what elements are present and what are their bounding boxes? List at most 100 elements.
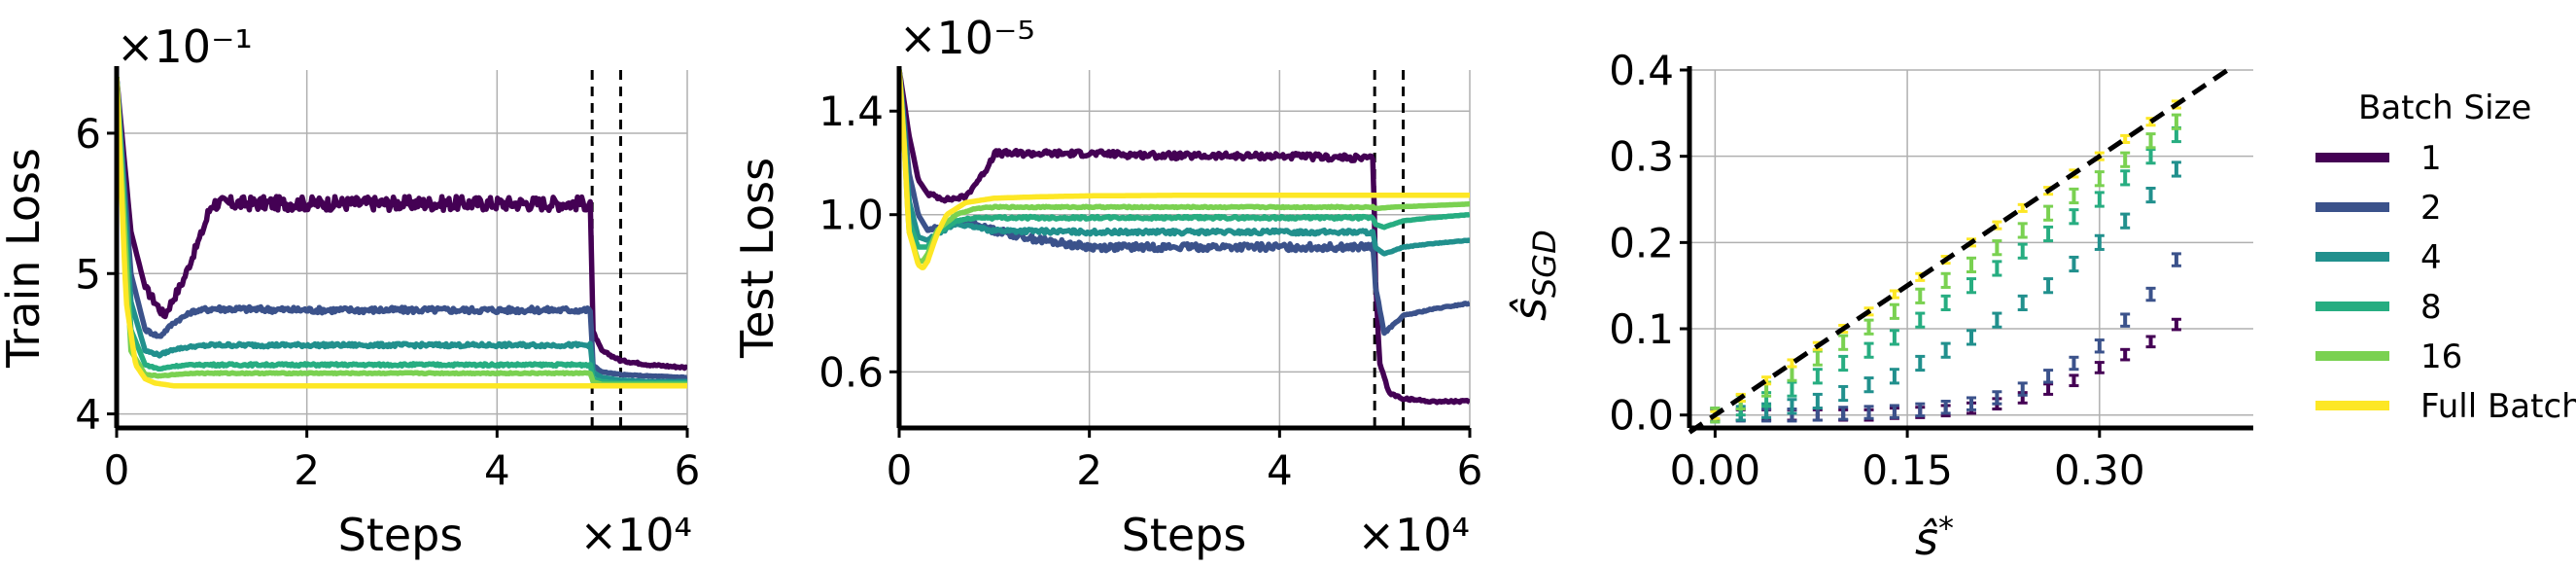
data-point — [1812, 392, 1823, 410]
data-point — [1967, 256, 1976, 273]
data-point — [1940, 400, 1951, 415]
series-line-4 — [899, 69, 1470, 257]
data-point — [1967, 396, 1976, 411]
train-loss-y-multiplier: ×10⁻¹ — [117, 20, 253, 73]
legend-entry: 4 — [2315, 238, 2442, 277]
test-loss-ticks: 0 2 4 6 0.6 1.0 1.4 — [818, 88, 1482, 494]
data-point — [1967, 329, 1976, 346]
x-tick-label: 6 — [675, 446, 701, 494]
train-loss-grid — [116, 70, 688, 428]
y-tick-label: 1.0 — [818, 192, 884, 239]
legend-label: 8 — [2420, 288, 2442, 327]
data-point — [1940, 294, 1951, 312]
data-point — [2069, 255, 2079, 273]
y-tick-label: 1.4 — [818, 88, 884, 135]
x-tick-label: 0 — [104, 446, 130, 494]
data-point — [1940, 341, 1951, 359]
data-point — [1812, 368, 1823, 385]
data-point — [1787, 365, 1797, 382]
data-point — [2171, 160, 2181, 178]
data-point — [2120, 347, 2131, 362]
y-tick-label: 0.3 — [1609, 133, 1674, 181]
data-point — [1863, 341, 1874, 359]
data-point — [1967, 277, 1976, 295]
legend-label: 1 — [2420, 139, 2442, 178]
train-loss-ylabel: Train Loss — [0, 148, 50, 369]
legend-entry: 1 — [2315, 139, 2442, 178]
data-point — [2094, 191, 2105, 208]
y-tick-label: 6 — [75, 110, 101, 158]
legend: Batch Size 1 2 4 8 16 Full Batch — [2315, 89, 2576, 426]
train-loss-xlabel: Steps — [338, 509, 464, 561]
data-point — [2145, 186, 2156, 204]
x-tick-label: 4 — [484, 446, 510, 494]
series-line-full-batch — [117, 77, 687, 389]
data-point — [1889, 302, 1899, 320]
s-sgd-ylabel: ŝSGD — [1504, 230, 1563, 321]
data-point — [1992, 311, 2002, 329]
series-line-16 — [117, 77, 687, 388]
data-point — [2120, 151, 2131, 168]
data-point — [1863, 376, 1874, 394]
test-loss-vlines — [1373, 70, 1406, 428]
series-line-1 — [117, 76, 687, 372]
s-sgd-axes — [1687, 66, 2253, 431]
data-point — [1889, 329, 1899, 346]
x-tick-label: 2 — [294, 446, 320, 494]
data-point — [1992, 260, 2002, 277]
legend-entry: 8 — [2315, 288, 2442, 327]
series-line-16 — [899, 69, 1470, 265]
y-tick-label: 4 — [75, 391, 101, 439]
data-point — [2043, 204, 2054, 222]
legend-entry: 2 — [2315, 189, 2442, 228]
data-point — [1915, 287, 1926, 304]
x-tick-label: 0 — [887, 446, 913, 494]
legend-entry: Full Batch — [2315, 387, 2576, 426]
train-loss-axes — [114, 66, 687, 431]
data-point — [2171, 113, 2181, 130]
data-point — [2171, 252, 2181, 267]
data-point — [2145, 148, 2156, 165]
data-point — [2043, 277, 2054, 295]
s-sgd-xlabel-sup: * — [1938, 510, 1954, 547]
data-point — [2145, 335, 2156, 349]
train-loss-x-multiplier: ×10⁴ — [579, 509, 692, 561]
x-tick-label: 0.00 — [1670, 446, 1761, 494]
data-point — [2069, 187, 2079, 205]
s-sgd-series — [1710, 99, 2181, 424]
data-point — [2069, 208, 2079, 226]
s-sgd-reference-line — [1688, 67, 2230, 435]
data-point — [2069, 373, 2079, 388]
legend-title: Batch Size — [2358, 89, 2531, 127]
y-tick-label: 0.6 — [818, 348, 884, 396]
x-tick-label: 2 — [1076, 446, 1102, 494]
x-tick-label: 0.15 — [1862, 446, 1953, 494]
data-point — [1838, 354, 1849, 373]
data-point — [1889, 368, 1899, 385]
data-point — [2094, 233, 2105, 251]
legend-label: 2 — [2420, 189, 2442, 228]
series-line-8 — [899, 69, 1470, 250]
x-tick-label: 6 — [1457, 446, 1483, 494]
data-point — [2120, 312, 2131, 328]
legend-label: Full Batch — [2420, 387, 2576, 426]
data-point — [2069, 355, 2079, 372]
data-point — [2120, 212, 2131, 230]
data-point — [2145, 132, 2156, 150]
data-point — [2017, 222, 2028, 239]
data-point — [1838, 406, 1849, 421]
y-tick-label: 0.2 — [1609, 219, 1674, 266]
data-point — [2043, 369, 2054, 384]
data-point — [1940, 271, 1951, 289]
s-sgd-xlabel: ŝ* — [1915, 510, 1954, 565]
legend-entry: 16 — [2315, 337, 2462, 376]
x-tick-label: 4 — [1267, 446, 1293, 494]
s-sgd-ylabel-main: ŝ — [1504, 298, 1556, 321]
identity-line — [1688, 67, 2230, 435]
series-line-full-batch — [899, 69, 1470, 270]
s-sgd-panel: 0.00 0.15 0.300.00.10.20.30.4 ŝSGD ŝ* — [1504, 47, 2253, 565]
data-point — [1863, 318, 1874, 336]
data-point — [2171, 317, 2181, 332]
data-point — [2120, 169, 2131, 187]
data-point — [1889, 404, 1899, 419]
